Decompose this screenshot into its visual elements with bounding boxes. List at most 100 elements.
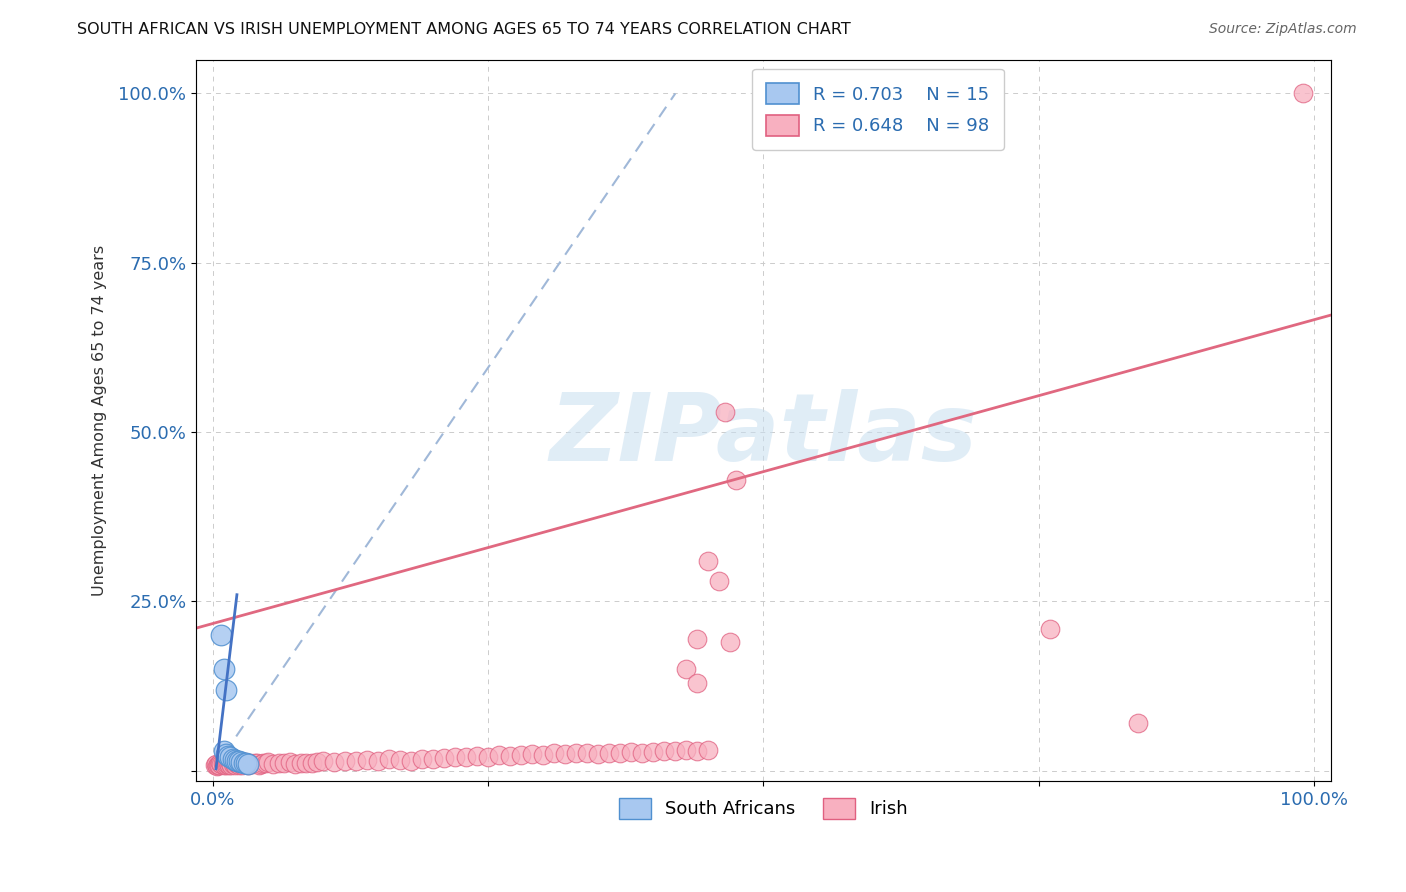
Point: [322, 755, 344, 769]
Point: [510, 747, 533, 762]
Point: [422, 751, 444, 765]
Point: [225, 756, 247, 771]
Point: [709, 574, 731, 589]
Point: [215, 682, 238, 697]
Point: [226, 755, 249, 769]
Point: [212, 743, 235, 757]
Point: [586, 747, 609, 761]
Point: [367, 754, 389, 768]
Point: [235, 757, 257, 772]
Point: [231, 755, 253, 769]
Point: [208, 758, 231, 772]
Point: [224, 757, 246, 772]
Point: [207, 757, 229, 772]
Point: [215, 757, 238, 772]
Point: [221, 757, 243, 772]
Point: [232, 756, 254, 771]
Point: [222, 756, 245, 770]
Point: [565, 746, 588, 760]
Point: [224, 753, 246, 767]
Point: [226, 757, 249, 772]
Point: [554, 747, 576, 761]
Point: [262, 757, 284, 772]
Legend: South Africans, Irish: South Africans, Irish: [612, 791, 915, 826]
Point: [229, 756, 252, 770]
Point: [236, 757, 259, 772]
Point: [576, 746, 599, 760]
Point: [697, 554, 720, 568]
Point: [477, 749, 499, 764]
Point: [609, 746, 631, 760]
Point: [444, 750, 467, 764]
Point: [250, 757, 273, 772]
Point: [686, 743, 709, 757]
Point: [239, 756, 262, 771]
Point: [675, 743, 697, 757]
Point: [284, 757, 307, 772]
Y-axis label: Unemployment Among Ages 65 to 74 years: Unemployment Among Ages 65 to 74 years: [93, 244, 107, 596]
Point: [290, 756, 312, 770]
Point: [307, 755, 329, 769]
Point: [215, 747, 238, 761]
Point: [531, 747, 554, 762]
Point: [631, 746, 654, 760]
Text: ZIPatlas: ZIPatlas: [550, 389, 977, 481]
Point: [301, 756, 323, 770]
Point: [217, 756, 239, 770]
Point: [499, 748, 522, 763]
Point: [217, 748, 239, 763]
Point: [254, 756, 277, 771]
Point: [686, 675, 709, 690]
Point: [221, 758, 243, 772]
Point: [231, 757, 253, 772]
Point: [433, 751, 456, 765]
Point: [240, 757, 263, 772]
Point: [273, 756, 295, 771]
Point: [643, 745, 665, 759]
Point: [411, 752, 433, 766]
Point: [247, 757, 270, 772]
Point: [236, 757, 259, 772]
Point: [278, 755, 301, 769]
Point: [520, 747, 543, 761]
Point: [295, 756, 318, 771]
Point: [219, 756, 242, 771]
Point: [454, 749, 477, 764]
Point: [252, 756, 274, 770]
Point: [243, 756, 266, 770]
Point: [652, 743, 675, 757]
Point: [209, 756, 232, 770]
Point: [344, 755, 367, 769]
Point: [598, 746, 620, 760]
Point: [697, 743, 720, 757]
Point: [214, 755, 236, 769]
Point: [333, 754, 356, 768]
Point: [246, 756, 269, 771]
Point: [664, 744, 686, 758]
Point: [228, 758, 250, 772]
Text: SOUTH AFRICAN VS IRISH UNEMPLOYMENT AMONG AGES 65 TO 74 YEARS CORRELATION CHART: SOUTH AFRICAN VS IRISH UNEMPLOYMENT AMON…: [77, 22, 851, 37]
Point: [543, 746, 565, 760]
Point: [205, 757, 228, 772]
Point: [465, 748, 488, 763]
Point: [204, 758, 226, 772]
Point: [267, 756, 290, 770]
Point: [219, 750, 242, 764]
Point: [211, 757, 233, 772]
Point: [215, 758, 238, 772]
Point: [356, 753, 378, 767]
Point: [232, 756, 254, 770]
Point: [1126, 716, 1149, 731]
Point: [312, 755, 335, 769]
Point: [211, 756, 233, 771]
Point: [399, 754, 422, 768]
Point: [205, 759, 228, 773]
Text: Source: ZipAtlas.com: Source: ZipAtlas.com: [1209, 22, 1357, 37]
Point: [686, 632, 709, 646]
Point: [388, 753, 411, 767]
Point: [211, 628, 233, 642]
Point: [714, 405, 737, 419]
Point: [218, 757, 240, 772]
Point: [1292, 87, 1315, 101]
Point: [235, 756, 257, 771]
